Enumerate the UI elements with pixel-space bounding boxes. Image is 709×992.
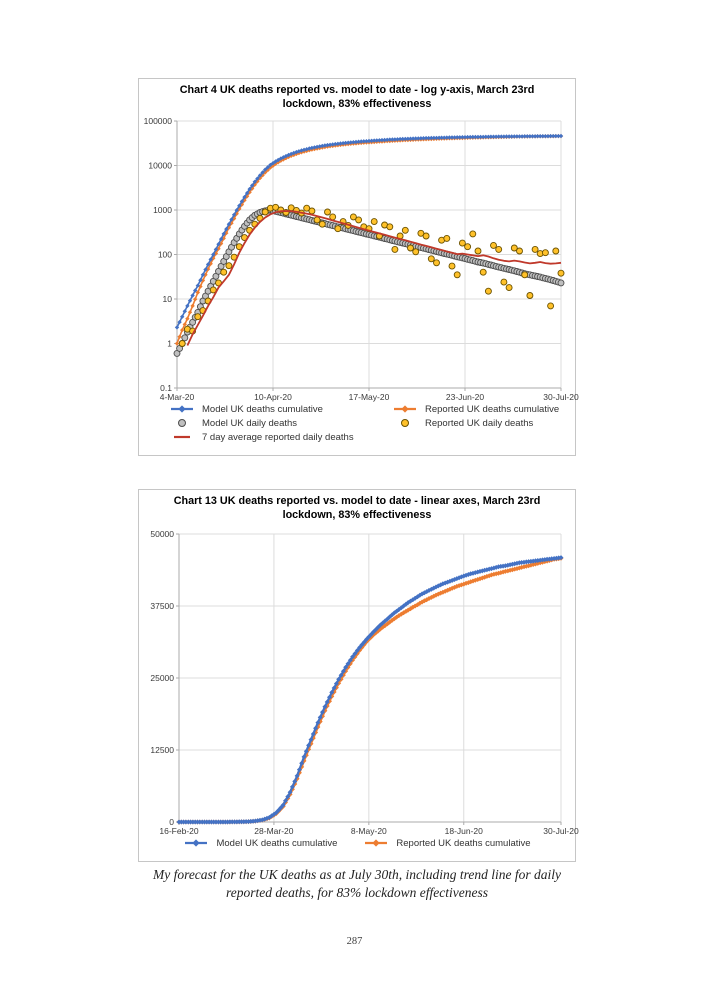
- legend-item: 7 day average reported daily deaths: [169, 430, 388, 444]
- y-tick-label: 37500: [150, 601, 174, 611]
- chart-title: Chart 4 UK deaths reported vs. model to …: [179, 84, 535, 111]
- legend-label: 7 day average reported daily deaths: [202, 431, 354, 443]
- y-tick-label: 1: [167, 339, 172, 349]
- legend-label: Model UK deaths cumulative: [216, 837, 338, 849]
- chart-canvas-log: 0.1 1 10 100 1000 10000 100000 4-Mar-20 10-Apr-2…: [144, 116, 579, 402]
- x-tick-label: 30-Jul-20: [543, 826, 579, 836]
- chart-legend: Model UK deaths cumulative Reported UK de…: [169, 402, 559, 444]
- gridlines: [176, 533, 562, 825]
- y-tick-label: 100000: [144, 116, 173, 126]
- y-tick-label: 12500: [150, 745, 174, 755]
- legend-label: Model UK deaths cumulative: [202, 403, 323, 415]
- legend-item: Model UK daily deaths: [169, 416, 388, 430]
- y-tick-label: 10: [163, 294, 173, 304]
- x-tick-label: 17-May-20: [349, 392, 390, 402]
- legend-item: Model UK deaths cumulative: [183, 837, 337, 849]
- figure-chart-13: 0 12500 25000 37500 50000 16-Feb-20 28-Mar-20 8…: [138, 489, 579, 862]
- series-reported-uk-daily-deaths: [178, 203, 565, 347]
- figure-caption: My forecast for the UK deaths as at July…: [152, 867, 562, 901]
- legend-item: Model UK deaths cumulative: [169, 402, 388, 416]
- y-tick-label: 10000: [148, 161, 172, 171]
- legend-label: Model UK daily deaths: [202, 417, 298, 429]
- page-number: 287: [346, 936, 363, 947]
- y-tick-label: 50000: [150, 529, 174, 539]
- legend-label: Reported UK daily deaths: [425, 417, 534, 429]
- x-tick-label: 18-Jun-20: [445, 826, 484, 836]
- legend-diamond-icon: [171, 405, 193, 413]
- chart-title: Chart 13 UK deaths reported vs. model to…: [173, 495, 541, 522]
- series-model-uk-deaths-cumulative: [176, 555, 564, 825]
- legend-label: Reported UK deaths cumulative: [396, 837, 531, 849]
- y-tick-label: 0: [169, 817, 174, 827]
- legend-label: Reported UK deaths cumulative: [425, 403, 560, 415]
- x-tick-label: 4-Mar-20: [160, 392, 195, 402]
- legend-circle-icon: [401, 419, 409, 427]
- legend-diamond-icon: [394, 405, 416, 413]
- legend-diamond-icon: [185, 839, 208, 847]
- legend-diamond-icon: [365, 839, 388, 847]
- y-tick-label: 0.1: [160, 383, 172, 393]
- figure-chart-4: 0.1 1 10 100 1000 10000 100000 4-Mar-20 10-Apr-2…: [138, 78, 579, 456]
- chart-canvas-linear: 0 12500 25000 37500 50000 16-Feb-20 28-Mar-20 8…: [150, 529, 579, 836]
- x-tick-label: 28-Mar-20: [254, 826, 293, 836]
- y-tick-label: 25000: [150, 673, 174, 683]
- x-tick-label: 30-Jul-20: [543, 392, 579, 402]
- x-tick-label: 10-Apr-20: [254, 392, 292, 402]
- legend-item: Reported UK deaths cumulative: [363, 837, 531, 849]
- y-tick-label: 100: [158, 250, 172, 260]
- legend-line-icon: [174, 435, 190, 439]
- x-tick-label: 23-Jun-20: [446, 392, 485, 402]
- chart-legend: Model UK deaths cumulative Reported UK de…: [139, 837, 575, 849]
- x-tick-label: 8-May-20: [351, 826, 387, 836]
- legend-item: Reported UK daily deaths: [392, 416, 559, 430]
- series-7-day-average-reported-daily-deaths: [186, 210, 562, 346]
- series-model-uk-deaths-cumulative: [174, 133, 564, 330]
- legend-circle-icon: [178, 419, 186, 427]
- x-tick-label: 16-Feb-20: [159, 826, 198, 836]
- legend-item: Reported UK deaths cumulative: [392, 402, 559, 416]
- y-tick-label: 1000: [153, 205, 172, 215]
- series-reported-uk-deaths-cumulative: [176, 555, 564, 825]
